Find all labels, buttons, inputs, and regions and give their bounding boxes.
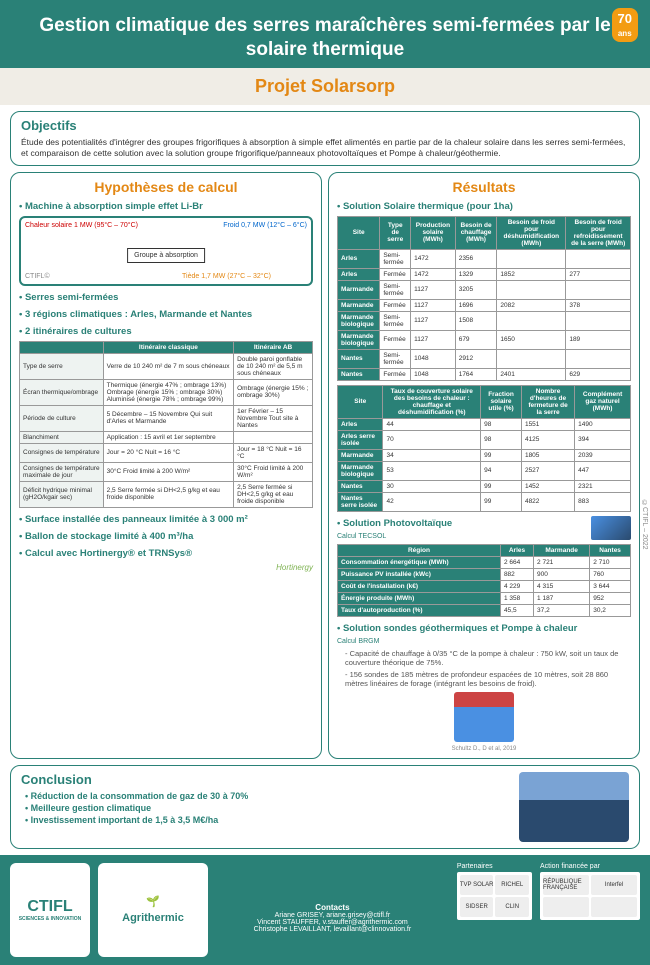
- funding: Action financée par RÉPUBLIQUE FRANÇAISE…: [540, 863, 640, 957]
- hortinergy-logo: Hortinergy: [19, 563, 313, 572]
- absorption-diagram: Chaleur solaire 1 MW (95°C – 70°C) Froid…: [19, 216, 313, 286]
- solar-table-2: SiteTaux de couverture solaire des besoi…: [337, 385, 631, 512]
- hypo-b6: Ballon de stockage limité à 400 m³/ha: [19, 531, 313, 542]
- hypo-b3: 3 régions climatiques : Arles, Marmande …: [19, 309, 313, 320]
- hypo-b7: Calcul avec Hortinergy® et TRNSys®: [19, 548, 313, 559]
- concl-p3: Investissement important de 1,5 à 3,5 M€…: [25, 815, 513, 825]
- geo-caption: Schultz D., D et al, 2019: [337, 746, 631, 752]
- hypo-b1: Machine à absorption simple effet Li-Br: [19, 201, 313, 212]
- diagram-src: CTIFL©: [25, 273, 50, 280]
- header-banner: Gestion climatique des serres maraîchère…: [0, 0, 650, 68]
- brgm-label: Calcul BRGM: [337, 638, 631, 645]
- ctifl-logo: CTIFL SCIENCES & INNOVATION: [10, 863, 90, 957]
- tecsol-label: Calcul TECSOL: [337, 533, 631, 540]
- funding-title: Action financée par: [540, 863, 600, 870]
- res-b1: Solution Solaire thermique (pour 1ha): [337, 201, 631, 212]
- concl-p2: Meilleure gestion climatique: [25, 803, 513, 813]
- hypo-b2: Serres semi-fermées: [19, 292, 313, 303]
- copyright: ©CTIFL – 2022: [641, 500, 648, 550]
- objectifs-title: Objectifs: [21, 118, 629, 133]
- project-title: Projet Solarsorp: [0, 76, 650, 97]
- contacts: Contacts Ariane GRISEY, ariane.grisey@ct…: [216, 863, 449, 957]
- conclusion-section: Conclusion Réduction de la consommation …: [10, 765, 640, 849]
- diagram-cold: Froid 0,7 MW (12°C – 6°C): [223, 222, 307, 229]
- res-b2: Solution Photovoltaïque: [337, 518, 631, 529]
- contacts-title: Contacts: [315, 903, 349, 912]
- diagram-tepid: Tiède 1,7 MW (27°C – 32°C): [182, 273, 271, 280]
- pv-panel-icon: [591, 516, 631, 540]
- contact-1: Ariane GRISEY, ariane.grisey@ctifl.fr: [275, 912, 391, 919]
- partners: Partenaires TVP SOLARRICHELSIDSERCLIN: [457, 863, 532, 957]
- resultats-column: Résultats Solution Solaire thermique (po…: [328, 172, 640, 759]
- project-banner: Projet Solarsorp: [0, 68, 650, 105]
- objectifs-section: Objectifs Étude des potentialités d'inté…: [10, 111, 640, 166]
- partners-title: Partenaires: [457, 863, 493, 870]
- geothermal-diagram: [454, 692, 514, 742]
- hypo-title: Hypothèses de calcul: [19, 179, 313, 195]
- conclusion-photo: [519, 772, 629, 842]
- culture-table: Itinéraire classiqueItinéraire AB Type d…: [19, 341, 313, 508]
- diagram-box: Groupe à absorption: [127, 248, 205, 263]
- solar-table-1: SiteType de serreProduction solaire (MWh…: [337, 216, 631, 381]
- pv-table: RégionArlesMarmandeNantes Consommation é…: [337, 544, 631, 617]
- hypo-b4: 2 itinéraires de cultures: [19, 326, 313, 337]
- contact-2: Vincent STAUFFER, v.stauffer@agrithermic…: [257, 919, 408, 926]
- main-title: Gestion climatique des serres maraîchère…: [10, 14, 640, 62]
- anniversary-badge: 70ans: [612, 8, 638, 42]
- hypo-b5: Surface installée des panneaux limitée à…: [19, 514, 313, 525]
- hypotheses-column: Hypothèses de calcul Machine à absorptio…: [10, 172, 322, 759]
- concl-p1: Réduction de la consommation de gaz de 3…: [25, 791, 513, 801]
- res-b3: Solution sondes géothermiques et Pompe à…: [337, 623, 631, 634]
- concl-title: Conclusion: [21, 772, 513, 787]
- geo-note-2: 156 sondes de 185 mètres de profondeur e…: [345, 670, 631, 688]
- geo-notes: Capacité de chauffage à 0/35 °C de la po…: [345, 649, 631, 688]
- geo-note-1: Capacité de chauffage à 0/35 °C de la po…: [345, 649, 631, 667]
- diagram-hot: Chaleur solaire 1 MW (95°C – 70°C): [25, 222, 138, 229]
- footer: CTIFL SCIENCES & INNOVATION 🌱Agrithermic…: [0, 855, 650, 965]
- contact-3: Christophe LEVAILLANT, levaillant@clinno…: [254, 926, 412, 933]
- res-title: Résultats: [337, 179, 631, 195]
- objectifs-text: Étude des potentialités d'intégrer des g…: [21, 137, 629, 159]
- agrithermic-logo: 🌱Agrithermic: [98, 863, 208, 957]
